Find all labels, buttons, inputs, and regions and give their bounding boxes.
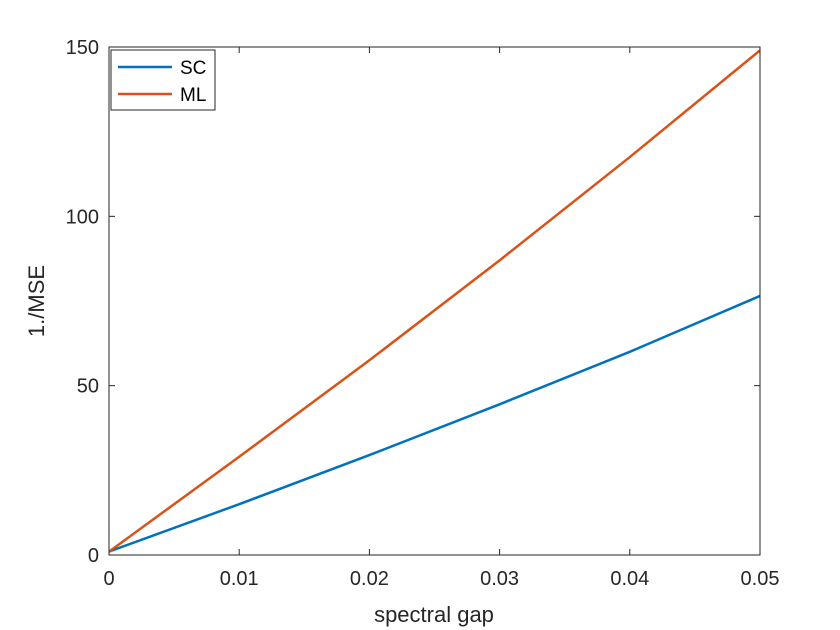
axes-box: [108, 46, 761, 556]
x-tick-label: 0: [103, 568, 114, 590]
y-tick-label: 150: [66, 37, 99, 59]
series-layer: [108, 49, 761, 553]
series-line-sc: [108, 294, 761, 553]
series-line-ml: [108, 49, 761, 553]
x-tick-label: 0.05: [741, 568, 780, 590]
y-tick-label: 0: [88, 545, 99, 567]
legend-label-sc: SC: [180, 58, 206, 79]
plot-area: [109, 47, 760, 555]
x-tick-label: 0.04: [610, 568, 649, 590]
legend-box: [110, 49, 216, 111]
legend: SC ML: [110, 49, 216, 111]
ticks-layer: 0 0.01 0.02 0.03 0.04 0.05 0 50 100 150: [66, 37, 780, 590]
y-tick-label: 100: [66, 206, 99, 228]
y-axis-title: 1./MSE: [24, 265, 49, 337]
legend-label-ml: ML: [180, 85, 206, 106]
axes-layer: [108, 46, 761, 556]
x-axis-title: spectral gap: [374, 602, 494, 627]
y-tick-label: 50: [77, 376, 99, 398]
x-tick-label: 0.03: [480, 568, 519, 590]
x-tick-label: 0.01: [220, 568, 259, 590]
x-tick-label: 0.02: [350, 568, 389, 590]
